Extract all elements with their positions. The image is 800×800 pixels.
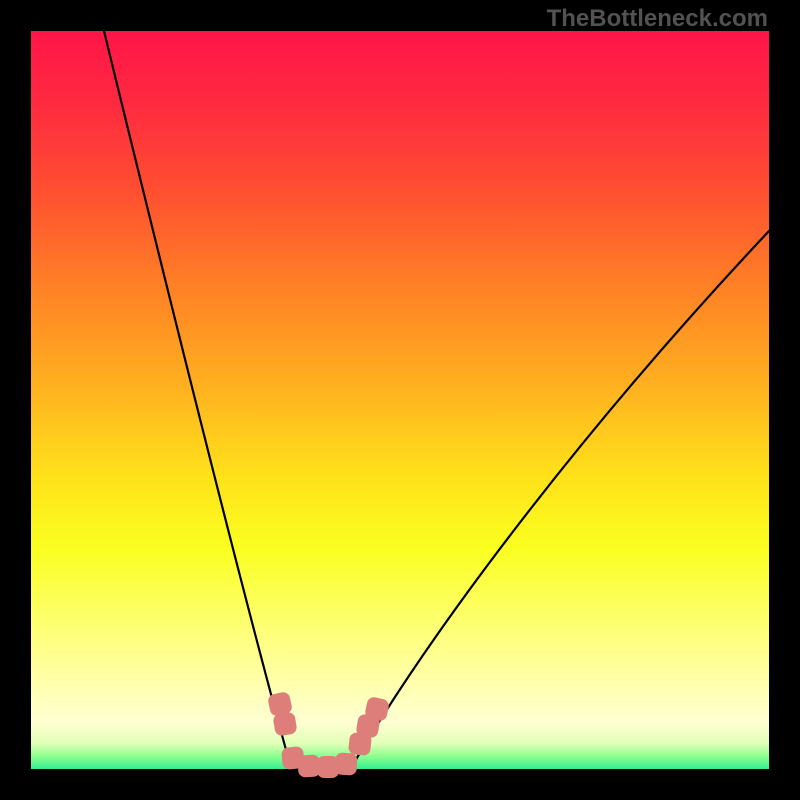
chart-root: TheBottleneck.com (0, 0, 800, 800)
chart-svg: TheBottleneck.com (0, 0, 800, 800)
marker-point (334, 752, 357, 775)
watermark: TheBottleneck.com (547, 5, 768, 32)
plot-area (31, 31, 769, 769)
marker-point (272, 711, 297, 736)
